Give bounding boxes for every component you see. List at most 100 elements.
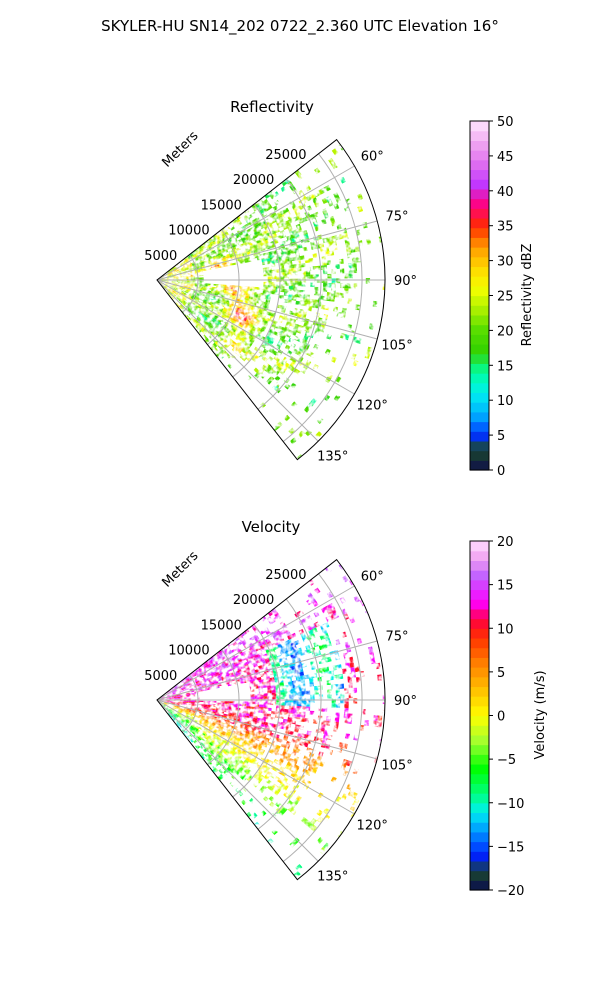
field-cell bbox=[288, 730, 294, 736]
field-cell bbox=[196, 672, 201, 677]
field-cell bbox=[165, 277, 170, 279]
field-cell bbox=[334, 639, 341, 646]
field-cell bbox=[240, 739, 246, 744]
field-cell bbox=[188, 291, 193, 295]
colorbar-bin bbox=[470, 150, 489, 161]
field-cell bbox=[174, 265, 179, 269]
field-cell bbox=[269, 677, 275, 682]
field-cell bbox=[289, 665, 295, 671]
field-cell bbox=[175, 687, 180, 691]
field-cell bbox=[169, 697, 174, 699]
field-cell bbox=[200, 726, 205, 730]
field-cell bbox=[347, 790, 354, 797]
field-cell bbox=[268, 795, 275, 802]
colorbar-tick-label: 35 bbox=[497, 220, 514, 235]
field-cell bbox=[222, 248, 228, 252]
field-cell bbox=[304, 298, 310, 303]
field-cell bbox=[343, 717, 348, 724]
field-cell bbox=[165, 697, 170, 699]
field-cell bbox=[294, 668, 300, 674]
field-cell bbox=[168, 272, 173, 275]
field-cell bbox=[292, 709, 298, 714]
field-cell bbox=[220, 242, 225, 247]
field-cell bbox=[258, 292, 263, 296]
field-cell bbox=[279, 685, 285, 690]
field-cell bbox=[188, 266, 194, 270]
field-cell bbox=[198, 752, 204, 758]
field-cell bbox=[202, 255, 208, 259]
field-cell bbox=[256, 300, 262, 304]
field-cell bbox=[179, 719, 184, 723]
field-cell bbox=[271, 642, 278, 648]
field-cell bbox=[211, 255, 217, 259]
field-cell bbox=[271, 743, 277, 748]
field-cell bbox=[188, 265, 193, 268]
field-cell bbox=[243, 732, 249, 737]
field-cell bbox=[331, 269, 336, 274]
field-cell bbox=[171, 288, 176, 292]
field-cell bbox=[260, 810, 267, 817]
field-cell bbox=[188, 720, 193, 724]
field-cell bbox=[305, 734, 311, 740]
field-cell bbox=[182, 277, 187, 279]
field-cell bbox=[238, 673, 244, 678]
field-cell bbox=[273, 611, 280, 617]
field-cell bbox=[339, 292, 345, 298]
field-cell bbox=[300, 367, 307, 374]
field-cell bbox=[223, 727, 229, 731]
field-cell bbox=[181, 715, 186, 719]
field-cell bbox=[211, 302, 217, 306]
field-cell bbox=[179, 304, 184, 309]
field-cell bbox=[310, 824, 318, 832]
field-cell bbox=[217, 246, 223, 251]
field-cell bbox=[226, 648, 232, 654]
field-cell bbox=[220, 662, 225, 667]
field-cell bbox=[241, 754, 247, 760]
field-cell bbox=[177, 714, 182, 718]
field-cell bbox=[192, 310, 197, 314]
field-cell bbox=[292, 705, 298, 710]
colorbar-bin bbox=[470, 121, 489, 132]
field-cell bbox=[271, 686, 276, 690]
field-cell bbox=[253, 354, 260, 360]
field-cell bbox=[292, 216, 299, 222]
field-cell bbox=[245, 308, 251, 312]
field-cell bbox=[188, 256, 194, 260]
field-cell bbox=[181, 296, 186, 300]
field-cell bbox=[177, 696, 183, 698]
field-cell bbox=[205, 724, 211, 728]
field-cell bbox=[206, 738, 212, 743]
field-cell bbox=[190, 693, 195, 696]
field-cell bbox=[270, 680, 276, 684]
field-cell bbox=[184, 731, 189, 736]
field-cell bbox=[261, 258, 267, 263]
field-cell bbox=[258, 687, 264, 692]
field-cell bbox=[221, 677, 227, 681]
field-cell bbox=[169, 291, 173, 295]
field-cell bbox=[217, 666, 223, 671]
field-cell bbox=[182, 307, 187, 312]
field-cell bbox=[197, 685, 202, 688]
field-cell bbox=[218, 260, 223, 263]
field-cell bbox=[208, 678, 213, 682]
field-cell bbox=[186, 695, 191, 697]
field-cell bbox=[243, 257, 249, 261]
field-cell bbox=[313, 191, 320, 198]
field-cell bbox=[312, 719, 318, 724]
field-cell bbox=[244, 717, 249, 722]
field-cell bbox=[207, 255, 212, 259]
field-cell bbox=[194, 307, 199, 311]
field-cell bbox=[165, 701, 170, 703]
field-cell bbox=[184, 258, 189, 262]
field-cell bbox=[177, 695, 183, 698]
field-cell bbox=[209, 306, 215, 310]
field-cell bbox=[240, 714, 246, 718]
field-cell bbox=[305, 360, 312, 367]
field-cell bbox=[177, 714, 182, 718]
field-cell bbox=[190, 703, 196, 705]
field-cell bbox=[237, 641, 243, 646]
field-cell bbox=[279, 765, 285, 772]
field-cell bbox=[307, 822, 314, 829]
field-cell bbox=[308, 298, 314, 304]
field-cell bbox=[222, 649, 227, 654]
